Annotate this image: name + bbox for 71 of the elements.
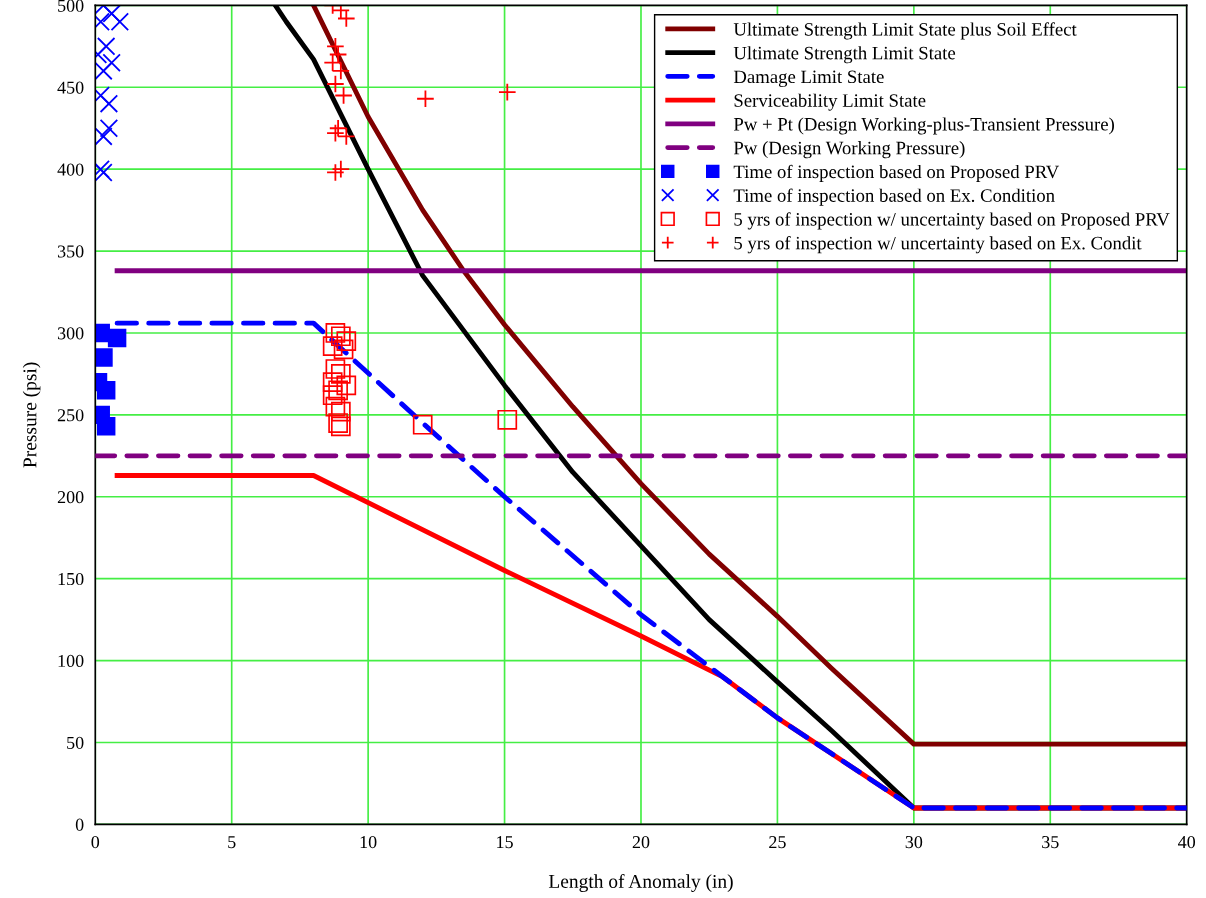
- point: [96, 37, 116, 56]
- legend-label: Time of inspection based on Ex. Condition: [733, 188, 1055, 206]
- x-tick-label: 40: [1178, 836, 1196, 849]
- y-tick-label: 100: [58, 654, 84, 668]
- point: [331, 159, 351, 179]
- point: [325, 323, 346, 343]
- point: [331, 61, 351, 81]
- point: [336, 331, 357, 352]
- point: [326, 74, 345, 94]
- y-tick-label: 200: [57, 491, 84, 504]
- point: [325, 396, 346, 417]
- x-tick-label: 30: [905, 836, 923, 849]
- point: [336, 375, 357, 396]
- legend-label: Ultimate Strength Limit State: [733, 46, 956, 64]
- x-tick-label: 0: [91, 836, 100, 849]
- point: [333, 339, 354, 360]
- point: [96, 381, 116, 400]
- x-tick-label: 35: [1042, 836, 1059, 849]
- point: [330, 326, 351, 347]
- point: [326, 37, 345, 56]
- point: [334, 86, 353, 105]
- y-tick-label: 300: [57, 327, 84, 340]
- y-tick-label: 400: [57, 163, 84, 176]
- x-tick-label: 20: [632, 836, 650, 849]
- legend-label: Time of inspection based on Proposed PRV: [733, 164, 1060, 182]
- y-tick-label: 450: [57, 81, 84, 94]
- y-tick-label: 350: [57, 245, 84, 258]
- y-axis-title: Pressure (psi): [22, 362, 41, 468]
- legend-label: Pw (Design Working Pressure): [733, 141, 965, 159]
- point: [95, 61, 113, 81]
- y-tick-label: 50: [67, 736, 84, 749]
- point: [497, 409, 518, 430]
- point: [99, 118, 119, 138]
- legend-label: Serviceability Limit State: [734, 93, 926, 111]
- y-tick-label: 150: [58, 572, 84, 586]
- point: [107, 328, 127, 348]
- point: [95, 348, 113, 367]
- point: [95, 163, 113, 182]
- point: [326, 123, 345, 143]
- point: [99, 94, 119, 113]
- point: [337, 127, 356, 146]
- point: [322, 336, 343, 356]
- point: [326, 163, 345, 182]
- point: [322, 385, 343, 406]
- line-series: [114, 320, 1187, 811]
- legend-label: 5 yrs of inspection w/ uncertainty based on Proposed PRV: [734, 212, 1170, 230]
- point: [328, 118, 348, 138]
- point: [96, 417, 116, 436]
- legend-label: Damage Limit State: [733, 70, 884, 87]
- point: [328, 380, 348, 401]
- x-tick-label: 10: [360, 836, 377, 849]
- y-tick-label: 250: [57, 409, 84, 422]
- point: [322, 372, 343, 392]
- point: [416, 89, 435, 108]
- point: [412, 414, 433, 435]
- point: [498, 82, 517, 102]
- y-tick-label: 0: [75, 818, 84, 831]
- x-tick-label: 5: [228, 836, 236, 849]
- point: [325, 359, 346, 379]
- point: [95, 127, 113, 146]
- x-tick-label: 25: [769, 836, 786, 849]
- x-axis-title: Length of Anomaly (in): [548, 874, 733, 892]
- legend-label: Pw + Pt (Design Working-plus-Transient Pressure): [733, 117, 1115, 135]
- legend-label: Ultimate Strength Limit State plus Soil Effect: [733, 22, 1077, 40]
- point: [337, 9, 356, 28]
- point: [330, 364, 351, 384]
- point: [102, 53, 121, 72]
- y-tick-label: 500: [58, 0, 84, 12]
- x-tick-label: 15: [497, 836, 513, 849]
- point: [330, 401, 351, 422]
- legend-label: 5 yrs of inspection w/ uncertainty based on Ex. Condit: [734, 236, 1142, 254]
